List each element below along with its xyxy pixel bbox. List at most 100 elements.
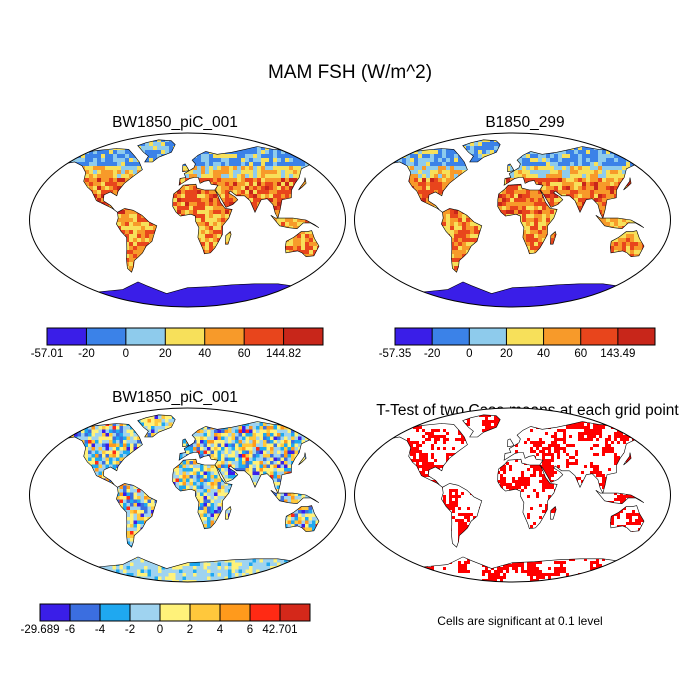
map-2-coast-australia xyxy=(609,230,645,258)
map-4-coast-japan xyxy=(623,452,632,466)
colorbar-2-tick-1: -57.35 xyxy=(379,348,412,360)
map-3-coast-japan xyxy=(298,452,307,466)
map-panel-4 xyxy=(354,407,671,583)
colorbar-3-tick-1: -29.689 xyxy=(20,624,59,636)
panel-2-title-line1: B1850_299 xyxy=(485,114,565,131)
map-4-coast-indonesia xyxy=(595,489,645,505)
map-3-coast-greenland xyxy=(137,414,176,438)
map-3-coast-madagascar xyxy=(225,506,232,520)
map-3-coast-northAmerica xyxy=(60,423,143,488)
map-4-frame xyxy=(354,407,671,583)
map-4-coast-uk xyxy=(507,438,515,448)
map-1-coast-madagascar xyxy=(225,231,232,245)
map-4-coast-madagascar xyxy=(550,506,557,520)
map-4-coast-southAmerica xyxy=(441,483,483,548)
colorbar-2-tick-7: 143.49 xyxy=(600,348,635,360)
colorbar-1-swatch-4 xyxy=(165,328,206,345)
colorbar-2-tick-5: 40 xyxy=(537,348,550,360)
map-3-coast-australia xyxy=(284,505,320,533)
colorbar-3-tick-6: 2 xyxy=(187,624,193,636)
colorbar-3-tick-4: -2 xyxy=(125,624,135,636)
colorbar-2-swatch-4 xyxy=(506,328,544,345)
map-2-coast-uk xyxy=(507,163,515,173)
colorbar-2-tick-4: 20 xyxy=(500,348,513,360)
map-1-coast-northAmerica xyxy=(60,148,143,213)
colorbar-2-tick-3: 0 xyxy=(466,348,472,360)
ttest-note: Cells are significant at 0.1 level xyxy=(437,614,603,628)
colorbar-2-swatch-1 xyxy=(395,328,433,345)
colorbar-3-swatch-2 xyxy=(70,604,101,621)
map-3-coast-indonesia xyxy=(270,489,320,505)
map-panel-2 xyxy=(354,132,671,308)
colorbar-1-swatch-2 xyxy=(86,328,127,345)
colorbar-1-tick-7: 144.82 xyxy=(266,348,301,360)
colorbar-1-swatch-6 xyxy=(244,328,284,345)
map-2-coast-madagascar xyxy=(550,231,557,245)
colorbar-3-swatch-8 xyxy=(250,604,281,621)
colorbar-3-tick-8: 6 xyxy=(247,624,253,636)
colorbar-3-swatch-4 xyxy=(130,604,161,621)
colorbar-3-frame xyxy=(39,603,311,622)
map-2-coast-africa xyxy=(497,183,558,255)
map-1-coast-greenland xyxy=(137,139,176,163)
colorbar-3-tick-7: 4 xyxy=(217,624,224,636)
colorbar-panel-3: -29.689 -6 -4 -2 0 2 4 6 42.701 xyxy=(20,603,311,636)
colorbar-1-swatch-1 xyxy=(47,328,87,345)
map-2-coast-indonesia xyxy=(595,214,645,230)
map-2-coast-greenland xyxy=(462,139,501,163)
colorbar-3-tick-3: -4 xyxy=(95,624,106,636)
colorbar-1-tick-2: -20 xyxy=(78,348,95,360)
colorbar-2-tick-2: -20 xyxy=(424,348,441,360)
map-1-coast-indonesia xyxy=(270,214,320,230)
colorbar-3-swatch-9 xyxy=(280,604,311,621)
map-2-coast-japan xyxy=(623,177,632,191)
map-1-coast-australia xyxy=(284,230,320,258)
colorbar-3-swatch-1 xyxy=(40,604,71,621)
map-3-coast-africa xyxy=(172,458,233,530)
colorbar-2-frame xyxy=(394,327,656,346)
colorbar-1-swatch-7 xyxy=(283,328,324,345)
map-1-coast-uk xyxy=(182,163,190,173)
colorbar-panel-1: -57.01 -20 0 20 40 60 144.82 xyxy=(31,327,324,360)
colorbar-1-tick-4: 20 xyxy=(159,348,172,360)
map-4-coast-australia xyxy=(609,505,645,533)
colorbar-2-swatch-6 xyxy=(580,328,619,345)
colorbar-2-tick-6: 60 xyxy=(574,348,587,360)
map-3-coast-southAmerica xyxy=(116,483,158,548)
colorbar-1-tick-6: 60 xyxy=(238,348,251,360)
colorbar-3-tick-9: 42.701 xyxy=(262,624,297,636)
colorbar-2-swatch-2 xyxy=(432,328,470,345)
figure-title: MAM FSH (W/m^2) xyxy=(267,62,433,83)
map-2-frame xyxy=(354,132,671,308)
map-1-coast-japan xyxy=(298,177,307,191)
map-4-coast-africa xyxy=(497,458,558,530)
colorbar-3-swatch-7 xyxy=(220,604,251,621)
colorbar-1-swatch-5 xyxy=(204,328,245,345)
map-panel-1 xyxy=(29,132,346,308)
map-2-coast-southAmerica xyxy=(441,208,483,273)
panel-1-title-line1: BW1850_piC_001 xyxy=(112,114,238,131)
colorbar-2-swatch-3 xyxy=(469,328,507,345)
map-4-coast-greenland xyxy=(462,414,501,438)
colorbar-1-swatch-3 xyxy=(125,328,166,345)
map-2-coast-northAmerica xyxy=(385,148,468,213)
colorbar-2-swatch-5 xyxy=(543,328,582,345)
colorbar-1-tick-5: 40 xyxy=(198,348,211,360)
colorbar-3-swatch-6 xyxy=(190,604,221,621)
map-1-frame xyxy=(29,132,346,308)
map-panel-3 xyxy=(29,407,346,583)
colorbar-3-tick-5: 0 xyxy=(157,624,163,636)
map-1-coast-southAmerica xyxy=(116,208,158,273)
map-3-coast-uk xyxy=(182,438,190,448)
colorbar-1-frame xyxy=(46,327,324,346)
colorbar-1-tick-1: -57.01 xyxy=(31,348,64,360)
colorbar-3-swatch-3 xyxy=(100,604,131,621)
colorbar-2-swatch-7 xyxy=(617,328,656,345)
colorbar-3-tick-2: -6 xyxy=(65,624,75,636)
map-4-coast-northAmerica xyxy=(385,423,468,488)
map-3-frame xyxy=(29,407,346,583)
colorbar-panel-2: -57.35 -20 0 20 40 60 143.49 xyxy=(379,327,656,360)
colorbar-1-tick-3: 0 xyxy=(123,348,129,360)
colorbar-3-swatch-5 xyxy=(160,604,191,621)
panel-3-title-line1: BW1850_piC_001 xyxy=(112,389,238,406)
